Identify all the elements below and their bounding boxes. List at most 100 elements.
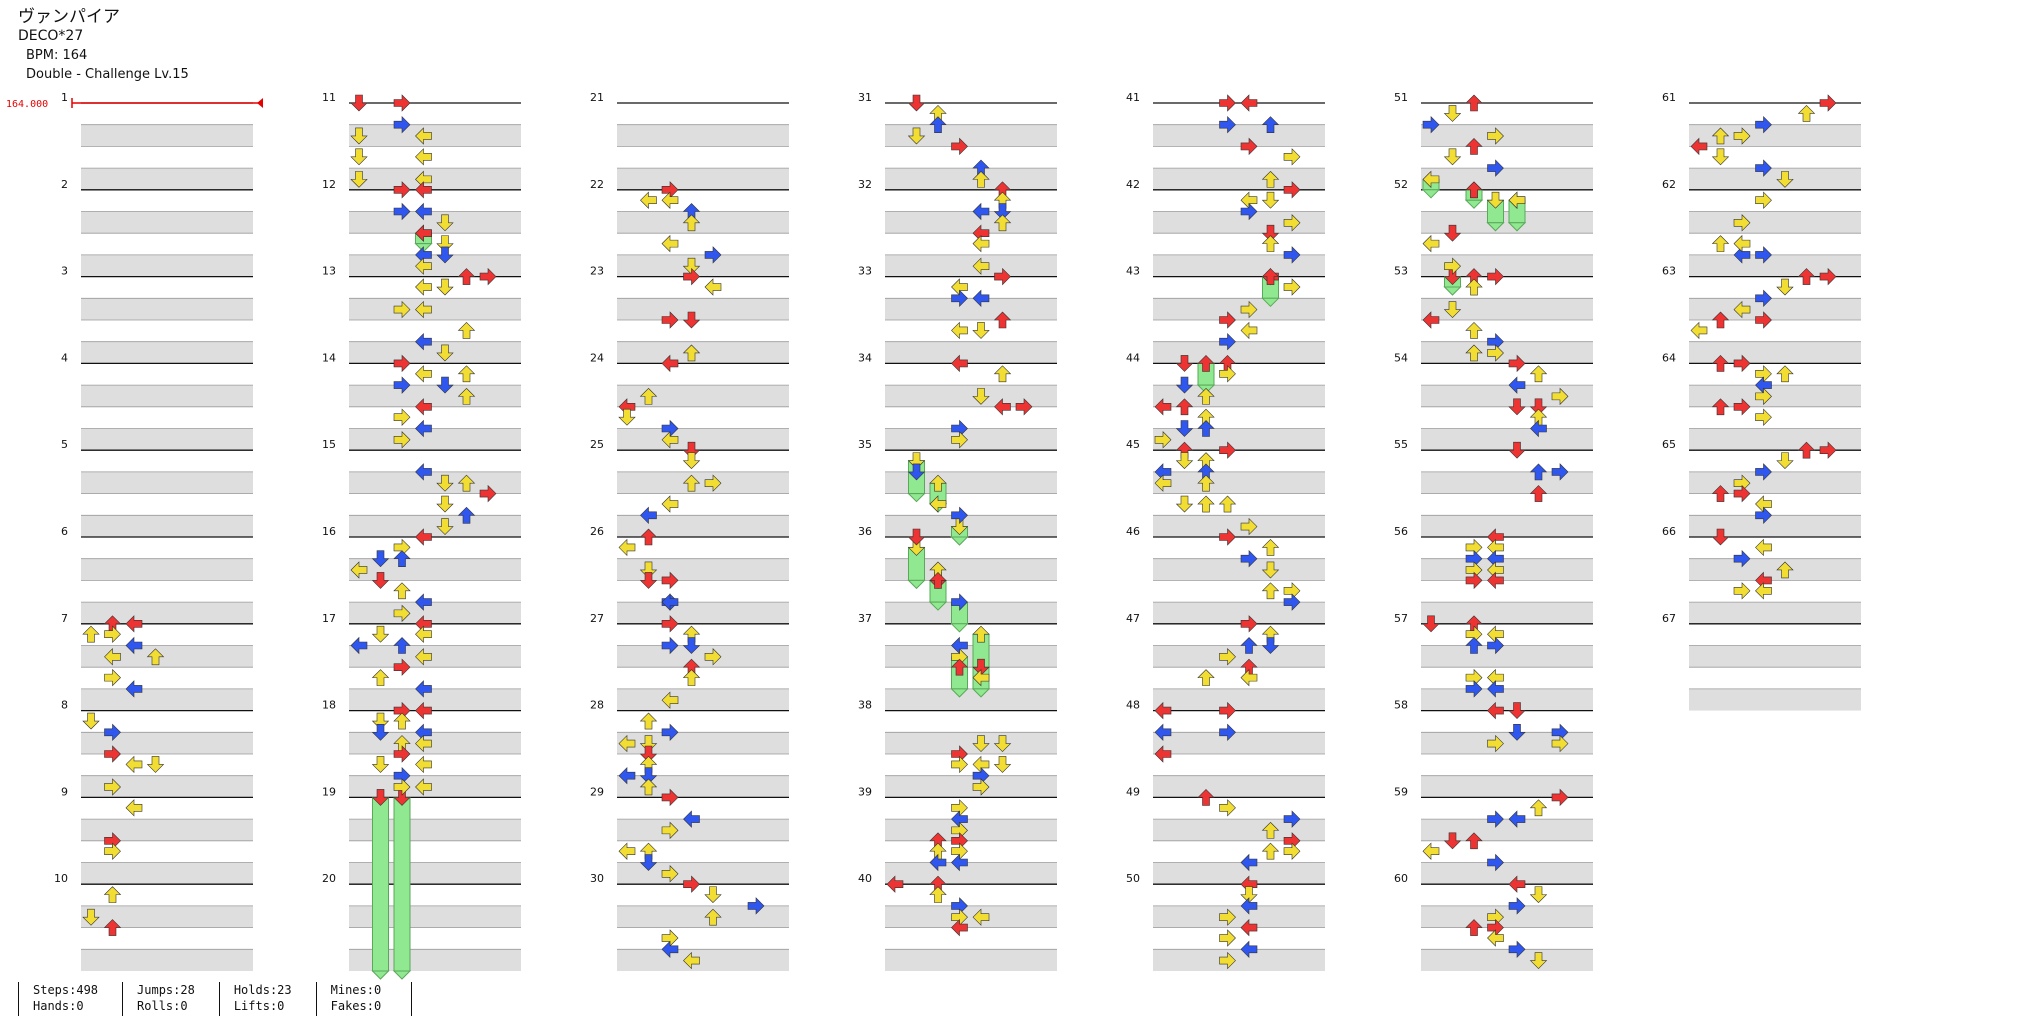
measure-stripe [349, 732, 521, 754]
step-arrow-right [1219, 908, 1236, 926]
step-arrow-left [1240, 94, 1258, 112]
step-arrow-right [1240, 137, 1258, 156]
step-arrow-down [371, 756, 390, 773]
measure-stripe [617, 298, 789, 320]
measure-stripe [885, 254, 1057, 277]
step-arrow-left [415, 278, 432, 296]
step-arrow-up [371, 669, 390, 686]
measure-number: 27 [590, 612, 604, 625]
step-arrow-left [415, 625, 432, 643]
measure-8: 8 [61, 699, 253, 798]
hold-tail [1261, 297, 1280, 308]
bpm-marker-end [257, 98, 263, 108]
step-arrow-right [1283, 810, 1301, 828]
step-arrow-down [1529, 886, 1548, 904]
step-arrow-right [1755, 246, 1772, 264]
measure-stripe [349, 775, 521, 798]
measure-number: 30 [590, 872, 604, 885]
step-arrow-up [1529, 799, 1548, 817]
step-arrow-right [1733, 484, 1751, 503]
step-arrow-down [82, 712, 100, 730]
step-arrow-left [1508, 875, 1526, 893]
step-arrow-up [1197, 669, 1215, 686]
step-arrow-left [1733, 300, 1751, 319]
step-arrow-up [1261, 538, 1280, 556]
measure-number: 62 [1662, 178, 1676, 191]
measure-number: 33 [858, 265, 872, 278]
hold-note [907, 539, 926, 590]
step-arrow-left [1487, 571, 1504, 590]
hold-head-arrow [929, 474, 947, 492]
measure-32: 32 [858, 178, 1057, 277]
measure-40: 40 [858, 872, 1057, 971]
measure-stripe [81, 341, 253, 364]
step-arrow-right [1487, 267, 1504, 286]
step-arrow-up [1197, 420, 1215, 437]
measure-number: 13 [322, 265, 336, 278]
step-arrow-down [682, 637, 701, 654]
step-arrow-left [1240, 940, 1258, 959]
step-arrow-left [125, 636, 143, 655]
step-arrow-right [1487, 734, 1504, 753]
step-arrow-left [972, 289, 990, 308]
measure-number: 1 [61, 91, 68, 104]
measure-62: 62 [1662, 178, 1861, 277]
measure-stripe [617, 905, 789, 928]
step-arrow-up [1197, 387, 1215, 405]
step-arrow-right [1508, 940, 1526, 959]
step-arrow-right [1487, 159, 1504, 177]
stats-col-steps: Steps:498 Hands:0 [18, 982, 122, 1016]
measure-number: 32 [858, 178, 872, 191]
measure-49: 49 [1126, 785, 1325, 885]
measure-number: 8 [61, 699, 68, 712]
measure-number: 37 [858, 612, 872, 625]
measure-stripe [1421, 819, 1593, 841]
step-arrow-left [1690, 137, 1708, 156]
step-arrow-down [972, 388, 990, 405]
step-arrow-up [1797, 268, 1816, 285]
step-arrow-down [146, 756, 165, 773]
step-arrow-up [1197, 474, 1215, 492]
hold-tail [1421, 189, 1441, 199]
measure-stripe [1421, 254, 1593, 277]
step-arrow-left [1508, 810, 1526, 828]
step-arrow-right [393, 181, 411, 199]
measure-stripe [885, 385, 1057, 407]
measure-stripe [1153, 211, 1325, 234]
step-arrow-down [1508, 702, 1526, 720]
step-arrow-right [104, 778, 121, 796]
step-arrow-down [1776, 171, 1794, 188]
measure-60: 60 [1394, 872, 1593, 971]
step-arrow-up [1776, 365, 1794, 383]
measure-21: 21 [590, 91, 789, 190]
measure-stripe [617, 515, 789, 537]
step-arrow-left [350, 636, 368, 655]
measure-number: 26 [590, 525, 604, 538]
step-arrow-up [993, 311, 1012, 329]
measure-number: 29 [590, 785, 604, 798]
hold-head-arrow [1486, 191, 1505, 209]
measure-stripe [885, 732, 1057, 754]
step-arrow-right [393, 778, 411, 796]
measure-stripe [81, 471, 253, 494]
step-arrow-right [994, 267, 1011, 286]
step-arrow-left [415, 755, 432, 774]
step-arrow-right [1487, 344, 1504, 362]
step-arrow-down [1443, 105, 1462, 122]
step-arrow-left [1240, 668, 1258, 687]
measure-stripe [617, 602, 789, 624]
step-arrow-right [1240, 202, 1258, 221]
step-arrow-down [436, 344, 454, 362]
measure-stripe [617, 688, 789, 711]
measure-number: 15 [322, 438, 336, 451]
hold-note [950, 518, 969, 546]
step-arrow-up [1797, 104, 1816, 122]
measure-stripe [81, 211, 253, 234]
step-arrow-left [415, 734, 432, 753]
measure-stripe [885, 905, 1057, 928]
step-arrow-left [618, 766, 636, 785]
step-arrow-left [1755, 538, 1772, 557]
measure-13: 13 [322, 265, 521, 364]
step-arrow-up [1465, 181, 1483, 199]
step-arrow-left [661, 940, 679, 959]
